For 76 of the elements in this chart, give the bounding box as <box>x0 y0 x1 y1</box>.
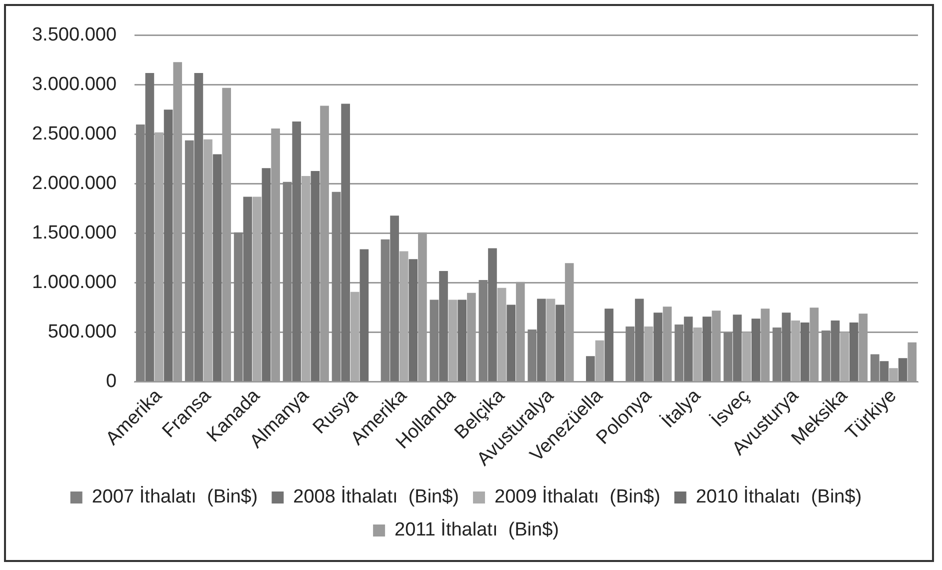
bar <box>822 330 830 382</box>
bar <box>439 271 448 382</box>
bar <box>252 196 262 382</box>
bar <box>772 327 782 382</box>
legend-label: 2011 İthalatı (Bin$) <box>394 518 559 541</box>
bar <box>889 368 898 382</box>
bar <box>145 73 154 382</box>
bar <box>752 318 760 382</box>
bar <box>234 232 243 382</box>
y-tick-label: 0 <box>106 371 117 392</box>
bar <box>880 361 889 382</box>
y-tick-label: 2.500.000 <box>32 124 117 145</box>
bar <box>830 320 840 382</box>
bar <box>634 298 644 382</box>
bar <box>154 132 164 382</box>
y-tick-label: 1.500.000 <box>32 222 117 244</box>
y-tick-label: 1.000.000 <box>32 272 117 294</box>
bar <box>332 192 341 382</box>
bar <box>458 300 467 382</box>
bar <box>556 304 564 382</box>
y-tick-label: 3.500.000 <box>32 24 117 46</box>
bar <box>164 110 173 382</box>
bar <box>204 139 212 382</box>
bar <box>136 124 145 382</box>
legend-label: 2009 İthalatı (Bin$) <box>494 486 660 508</box>
legend-label: 2007 İthalatı (Bin$) <box>92 486 258 508</box>
bar <box>702 316 712 382</box>
bar <box>732 314 742 382</box>
bar <box>350 292 360 382</box>
bar <box>390 216 399 382</box>
bar <box>430 300 439 382</box>
bar <box>674 324 684 382</box>
y-tick-label: 3.000.000 <box>32 74 117 96</box>
y-tick-label: 500.000 <box>48 322 117 343</box>
bar <box>408 259 418 382</box>
bar <box>626 326 634 382</box>
bar <box>448 300 458 382</box>
bar <box>262 168 271 382</box>
bar <box>184 140 194 382</box>
bar <box>742 332 752 382</box>
bar <box>360 249 369 382</box>
bar <box>292 122 302 382</box>
bar <box>840 332 849 382</box>
legend-label: 2010 İthalatı (Bin$) <box>696 486 862 508</box>
bar <box>212 154 222 382</box>
bar <box>693 327 702 382</box>
bar <box>488 248 497 382</box>
bar <box>586 356 595 382</box>
bar <box>341 104 350 382</box>
bar <box>870 354 880 382</box>
bar <box>194 73 204 382</box>
bar <box>546 298 556 382</box>
bar <box>595 340 604 382</box>
bar <box>800 322 810 382</box>
bar <box>898 358 908 382</box>
bar <box>644 326 654 382</box>
bar <box>301 176 310 382</box>
bar <box>791 320 800 382</box>
bar <box>506 304 516 382</box>
bar <box>782 312 791 382</box>
bar <box>528 329 537 382</box>
bar <box>849 322 858 382</box>
legend-label: 2008 İthalatı (Bin$) <box>293 486 460 508</box>
bar <box>399 251 408 382</box>
bar <box>654 312 662 382</box>
bar <box>310 171 320 382</box>
bar <box>478 280 488 382</box>
bar <box>380 239 390 382</box>
bar <box>243 196 252 382</box>
bar <box>497 288 506 382</box>
bar <box>537 298 546 382</box>
y-tick-label: 2.000.000 <box>32 173 117 194</box>
bar <box>282 182 292 382</box>
bar <box>604 308 614 382</box>
bar <box>684 316 693 382</box>
bar <box>724 332 732 382</box>
